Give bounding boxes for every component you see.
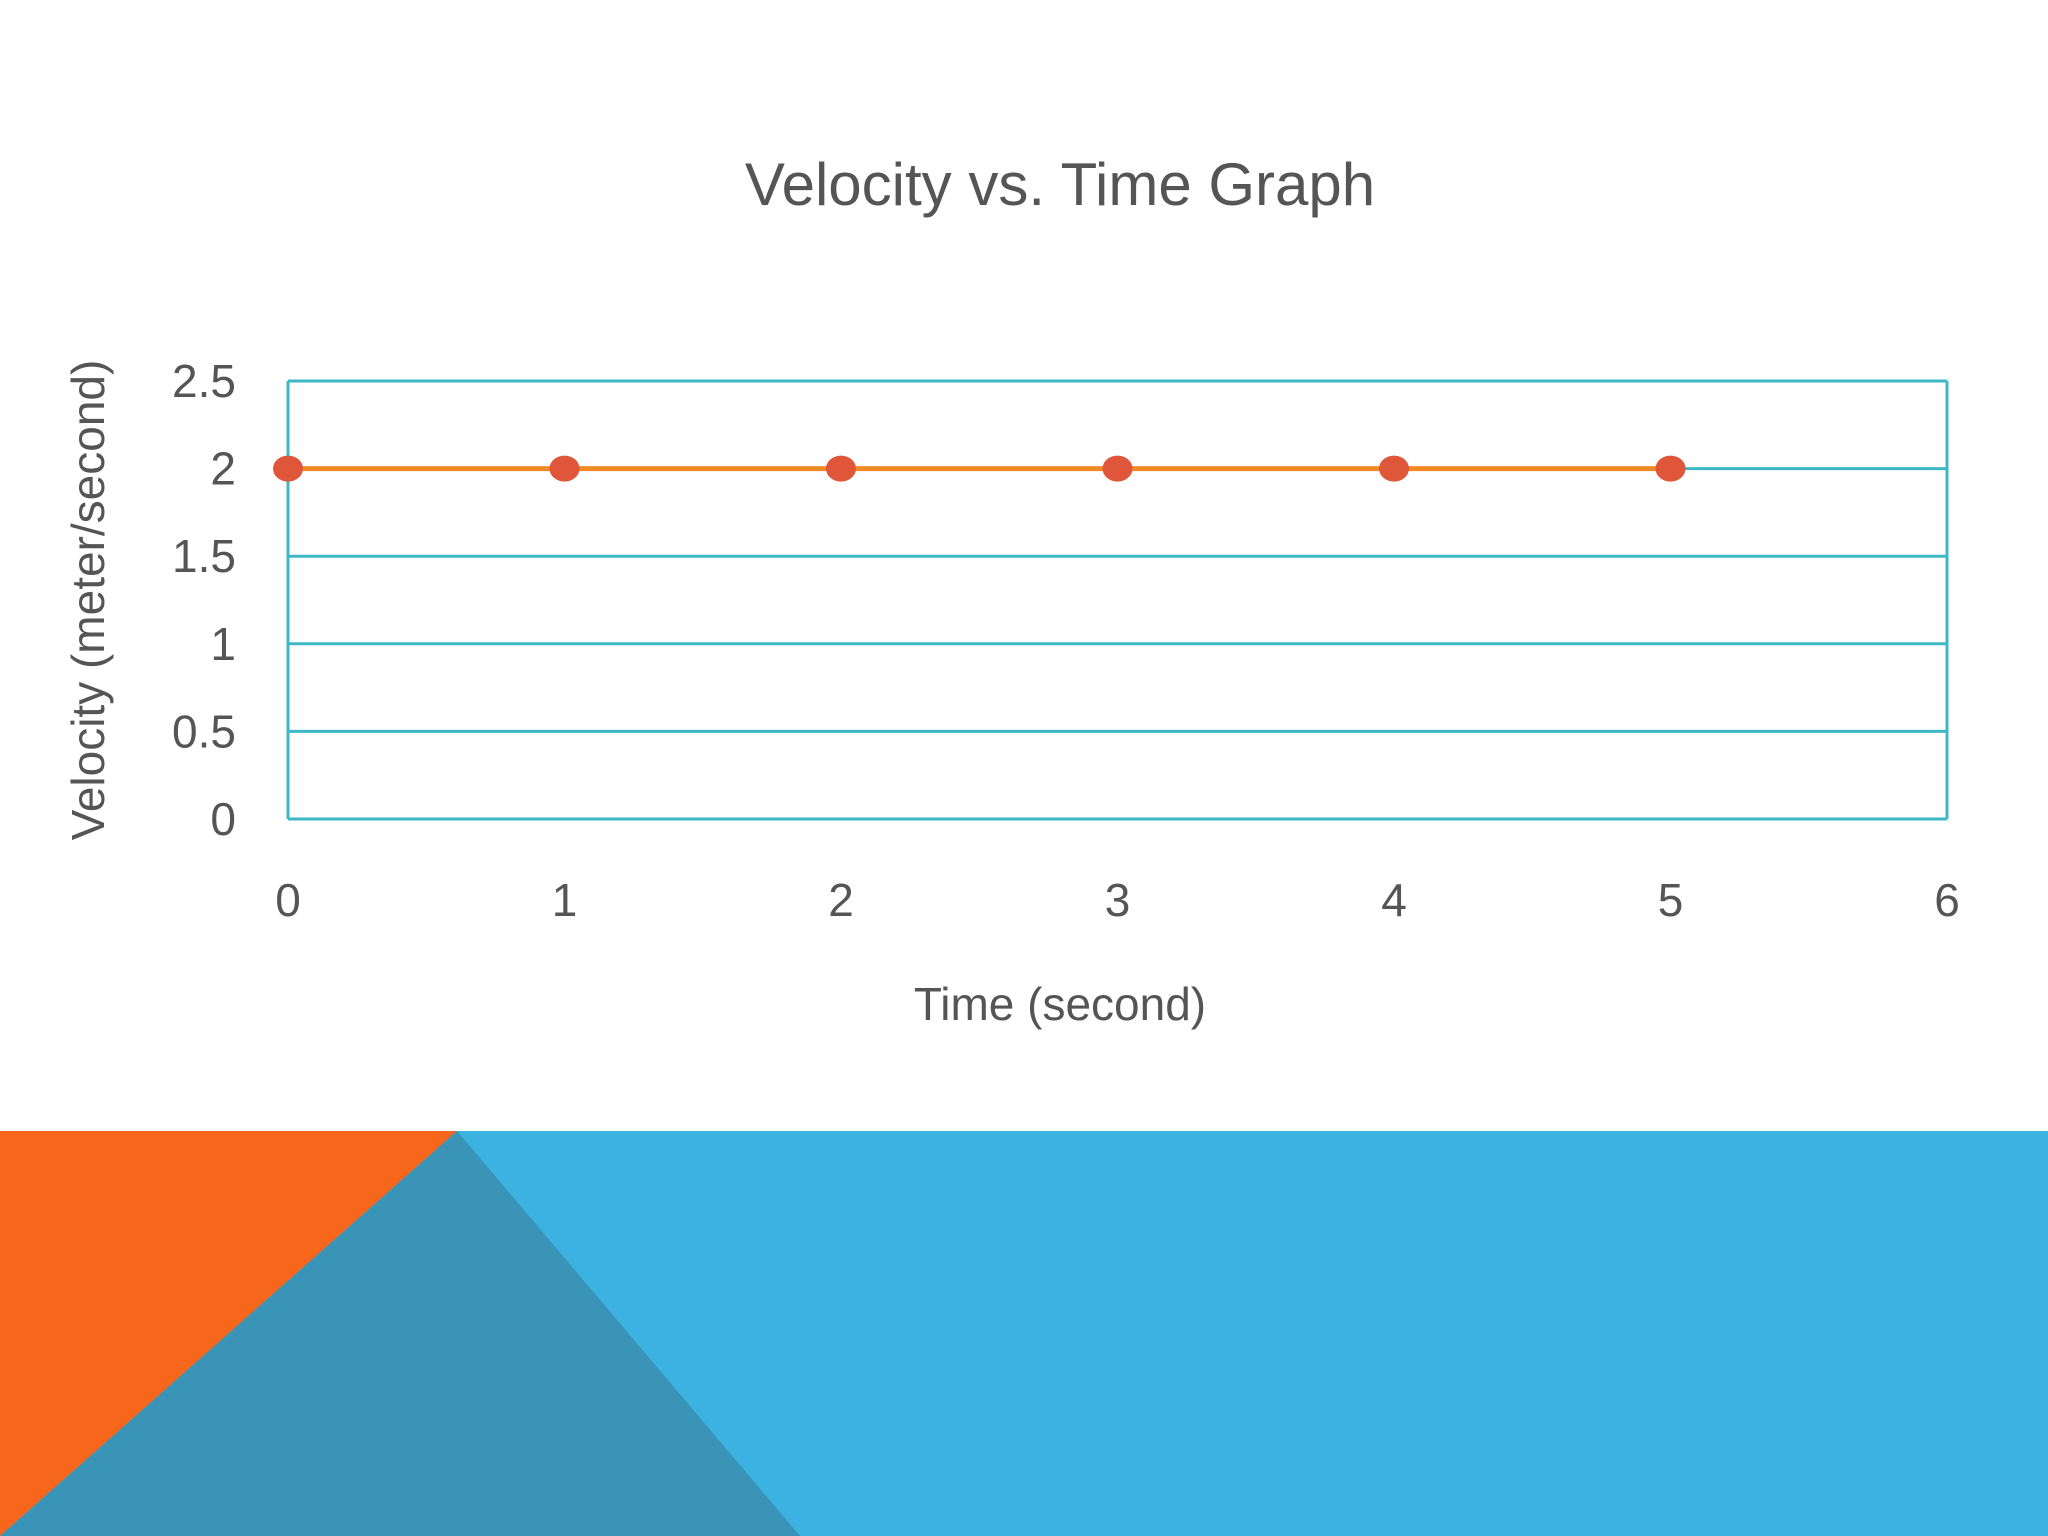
y-tick-label: 2 [210, 443, 236, 495]
y-tick-label: 1.5 [172, 530, 236, 582]
x-tick-label: 4 [1381, 874, 1407, 926]
x-axis-label: Time (second) [914, 978, 1206, 1030]
series-layer [273, 455, 1686, 482]
x-tick-label: 2 [828, 874, 854, 926]
y-axis-ticks: 0 0.5 1 1.5 2 2.5 [172, 355, 236, 845]
chart-title: Velocity vs. Time Graph [745, 151, 1375, 218]
data-point [273, 455, 303, 482]
x-tick-label: 3 [1105, 874, 1131, 926]
x-tick-label: 6 [1934, 874, 1960, 926]
data-point [1102, 455, 1133, 482]
y-axis-label: Velocity (meter/second) [62, 360, 114, 841]
y-tick-label: 0.5 [172, 705, 236, 757]
data-point [1655, 455, 1686, 482]
data-point [549, 455, 580, 482]
x-tick-label: 1 [552, 874, 578, 926]
data-point [1379, 455, 1409, 482]
x-axis-ticks: 0 1 2 3 4 5 6 [275, 874, 1960, 926]
decorative-banner [0, 1131, 2048, 1536]
velocity-time-chart: Velocity vs. Time Graph 0 0.5 1 1.5 2 2.5 0 1 2… [62, 151, 1960, 1030]
chart-grid [286, 379, 1949, 821]
data-point [826, 455, 856, 482]
y-tick-label: 2.5 [172, 355, 236, 407]
y-tick-label: 0 [210, 793, 236, 845]
y-tick-label: 1 [210, 618, 236, 670]
banner-dark-blue-triangle [0, 1131, 800, 1536]
x-tick-label: 0 [275, 874, 301, 926]
x-tick-label: 5 [1658, 874, 1684, 926]
